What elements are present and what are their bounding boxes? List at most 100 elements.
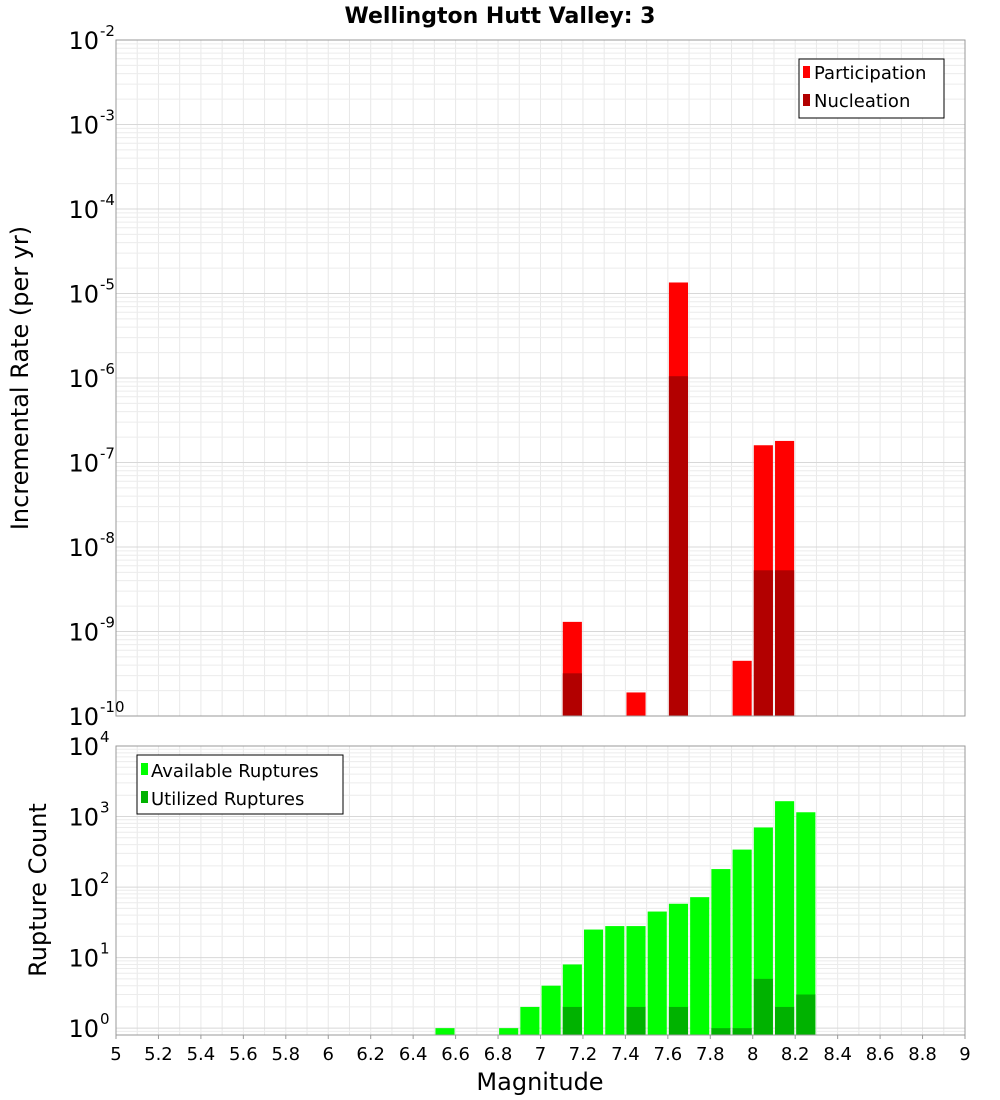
- bottom-available-ruptures-bar: [668, 903, 689, 1035]
- top-y-tick-base: 10: [68, 534, 99, 562]
- bottom-utilized-ruptures-bar: [796, 994, 816, 1035]
- x-tick-label: 5.6: [229, 1044, 258, 1065]
- x-tick-label: 7: [535, 1044, 546, 1065]
- participation-legend-swatch: [803, 66, 810, 78]
- x-axis-label: Magnitude: [476, 1068, 603, 1096]
- participation-legend-label: Participation: [814, 63, 926, 84]
- top-y-tick-base: 10: [68, 281, 99, 309]
- x-tick-label: 7.8: [696, 1044, 725, 1065]
- utilized-ruptures-legend-label: Utilized Ruptures: [151, 789, 304, 810]
- bottom-utilized-ruptures-bar: [753, 978, 773, 1035]
- bottom-y-axis-label: Rupture Count: [24, 803, 52, 977]
- bottom-available-ruptures-bar: [796, 812, 816, 1035]
- nucleation-legend-label: Nucleation: [814, 91, 910, 112]
- bottom-grid: [116, 745, 965, 1036]
- top-y-tick-base: 10: [68, 703, 99, 731]
- bottom-available-ruptures-bar: [499, 1028, 519, 1035]
- bottom-legend-box: [136, 754, 344, 815]
- bottom-y-tick-base: 10: [68, 1015, 99, 1043]
- top-plot-frame: [115, 39, 966, 717]
- bottom-utilized-ruptures-bar: [775, 1006, 795, 1035]
- bottom-available-ruptures-bar: [541, 985, 561, 1035]
- top-nucleation-bar: [668, 376, 689, 716]
- top-legend: Participation Nucleation: [798, 58, 945, 119]
- top-nucleation-bar: [775, 570, 795, 716]
- bottom-y-tick-exponent: 0: [100, 1010, 110, 1028]
- top-y-tick-exponent: -9: [100, 614, 115, 632]
- top-y-tick-base: 10: [68, 196, 99, 224]
- x-tick-label: 6: [323, 1044, 334, 1065]
- top-nucleation-bar: [562, 673, 582, 716]
- bottom-available-ruptures-bar: [775, 801, 795, 1035]
- available-ruptures-legend-swatch: [141, 763, 148, 775]
- bottom-available-ruptures-bar: [605, 926, 625, 1035]
- x-tick-label: 5: [110, 1044, 121, 1065]
- bottom-y-tick-base: 10: [68, 804, 99, 832]
- x-tick-labels: 5 5.2 5.4 5.6 5.8 6 6.2 6.4 6.6 6.8 7 7.2 7.4 7.6 7.8 8…: [110, 1035, 971, 1065]
- top-y-tick-exponent: -2: [100, 22, 115, 40]
- x-tick-label: 5.8: [271, 1044, 300, 1065]
- bottom-utilized-ruptures-bar: [732, 1028, 752, 1035]
- top-y-tick-base: 10: [68, 450, 99, 478]
- top-bars: [562, 282, 795, 716]
- bottom-y-tick-exponent: 4: [100, 728, 110, 746]
- x-tick-label: 6.2: [356, 1044, 385, 1065]
- bottom-available-ruptures-bar: [584, 929, 604, 1035]
- x-tick-label: 8.6: [866, 1044, 895, 1065]
- bottom-y-tick-base: 10: [68, 945, 99, 973]
- bottom-utilized-ruptures-bar: [668, 1006, 689, 1035]
- top-grid: [116, 39, 965, 717]
- bottom-y-tick-base: 10: [68, 874, 99, 902]
- bottom-utilized-ruptures-bar: [562, 1006, 582, 1035]
- bottom-utilized-ruptures-bar: [711, 1028, 731, 1035]
- x-tick-label: 9: [959, 1044, 970, 1065]
- bottom-y-tick-base: 10: [68, 733, 99, 761]
- available-ruptures-legend-label: Available Ruptures: [151, 761, 319, 782]
- x-tick-label: 8.2: [781, 1044, 810, 1065]
- top-y-axis-label: Incremental Rate (per yr): [6, 226, 34, 530]
- chart-title: Wellington Hutt Valley: 3: [345, 4, 656, 29]
- top-legend-box: [798, 58, 945, 119]
- x-tick-label: 5.4: [187, 1044, 216, 1065]
- top-y-tick-exponent: -8: [100, 529, 115, 547]
- top-y-tick-base: 10: [68, 619, 99, 647]
- top-y-tick-base: 10: [68, 112, 99, 140]
- bottom-available-ruptures-bar: [647, 911, 667, 1035]
- x-tick-label: 6.8: [484, 1044, 513, 1065]
- top-y-tick-exponent: -6: [100, 360, 115, 378]
- x-tick-label: 7.4: [611, 1044, 640, 1065]
- bottom-available-ruptures-bar: [690, 897, 710, 1035]
- x-tick-label: 8: [747, 1044, 758, 1065]
- top-y-tick-base: 10: [68, 27, 99, 55]
- bottom-available-ruptures-bar: [435, 1028, 455, 1035]
- top-y-tick-exponent: -7: [100, 445, 115, 463]
- top-y-tick-base: 10: [68, 365, 99, 393]
- utilized-ruptures-legend-swatch: [141, 791, 148, 803]
- top-participation-bar: [732, 660, 752, 716]
- x-tick-label: 6.4: [399, 1044, 428, 1065]
- bottom-legend: Available Ruptures Utilized Ruptures: [136, 754, 344, 815]
- top-participation-bar: [626, 692, 646, 716]
- top-y-tick-exponent: -4: [100, 191, 115, 209]
- top-nucleation-bar: [753, 570, 773, 716]
- bottom-available-ruptures-bar: [520, 1006, 540, 1035]
- x-tick-label: 8.8: [908, 1044, 937, 1065]
- bottom-bars: [435, 801, 816, 1035]
- bottom-y-tick-exponent: 2: [100, 869, 110, 887]
- x-tick-label: 7.2: [569, 1044, 598, 1065]
- nucleation-legend-swatch: [803, 94, 810, 106]
- x-tick-label: 7.6: [654, 1044, 683, 1065]
- bottom-y-tick-exponent: 1: [100, 940, 110, 958]
- bottom-y-tick-exponent: 3: [100, 799, 110, 817]
- bottom-available-ruptures-bar: [732, 849, 752, 1035]
- bottom-available-ruptures-bar: [711, 869, 731, 1035]
- x-tick-label: 8.4: [823, 1044, 852, 1065]
- bottom-utilized-ruptures-bar: [626, 1006, 646, 1035]
- top-y-tick-exponent: -10: [100, 698, 125, 716]
- x-tick-label: 5.2: [144, 1044, 173, 1065]
